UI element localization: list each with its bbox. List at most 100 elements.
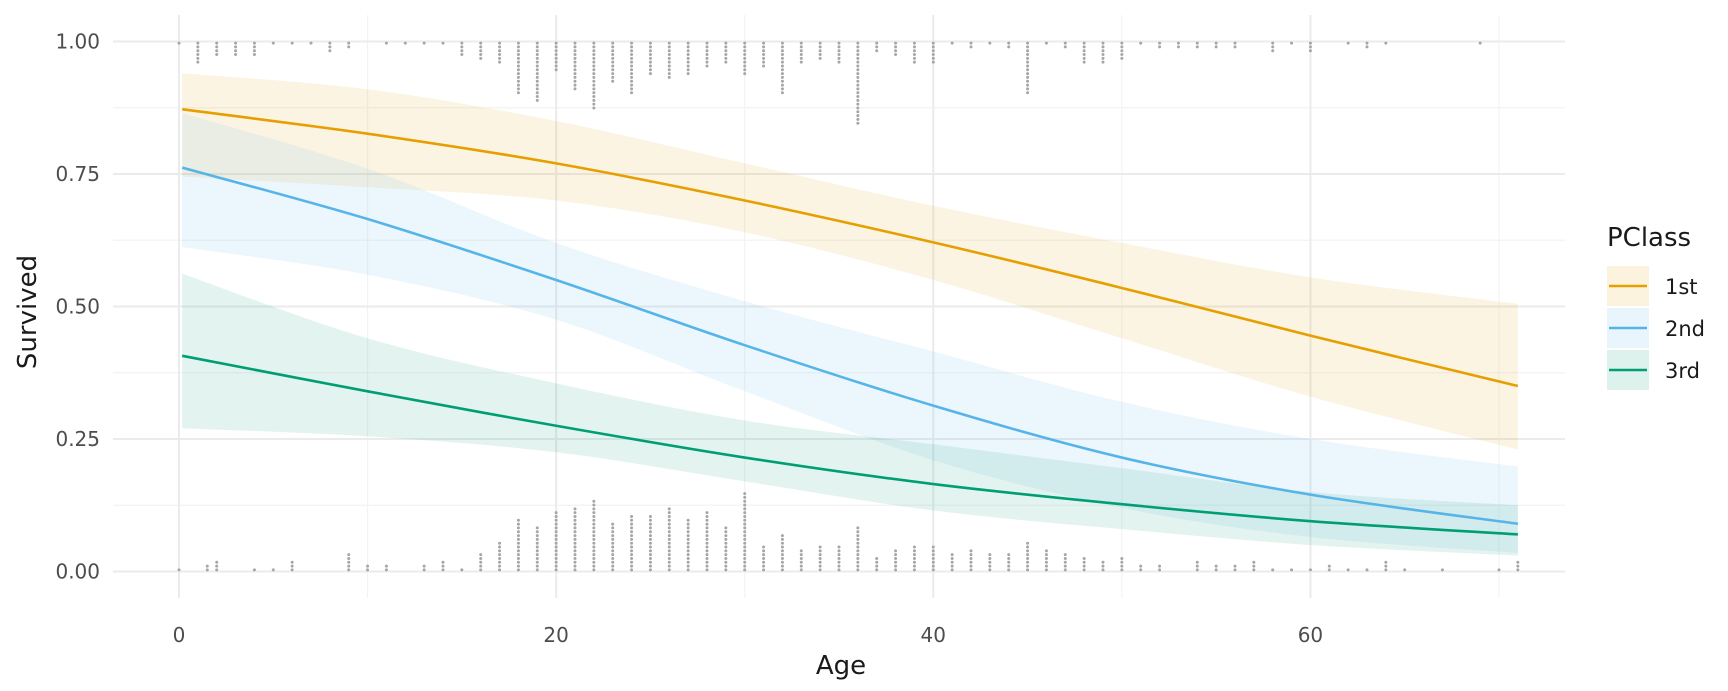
rug-point-survived bbox=[856, 45, 860, 49]
rug-point-survived bbox=[931, 49, 935, 53]
rug-point-survived bbox=[743, 64, 747, 68]
rug-point-died bbox=[1252, 568, 1256, 572]
rug-point-died bbox=[573, 522, 577, 526]
rug-point-died bbox=[931, 560, 935, 564]
rug-point-survived bbox=[705, 64, 709, 68]
rug-point-survived bbox=[1026, 45, 1030, 49]
rug-point-survived bbox=[592, 49, 596, 53]
rug-point-died bbox=[705, 560, 709, 564]
rug-point-survived bbox=[554, 68, 558, 72]
rug-point-died bbox=[648, 545, 652, 549]
rug-point-survived bbox=[667, 53, 671, 57]
rug-point-died bbox=[667, 530, 671, 534]
rug-point-died bbox=[894, 568, 898, 572]
rug-point-survived bbox=[535, 49, 539, 53]
rug-point-died bbox=[516, 560, 520, 564]
rug-point-survived bbox=[271, 41, 275, 45]
rug-point-died bbox=[856, 526, 860, 530]
rug-point-survived bbox=[592, 72, 596, 76]
rug-point-survived bbox=[1158, 45, 1162, 49]
rug-point-died bbox=[554, 549, 558, 553]
rug-point-survived bbox=[799, 45, 803, 49]
rug-point-died bbox=[724, 564, 728, 568]
rug-point-died bbox=[1233, 564, 1237, 568]
rug-point-died bbox=[799, 553, 803, 557]
rug-point-died bbox=[215, 560, 219, 564]
rug-point-died bbox=[516, 564, 520, 568]
rug-point-died bbox=[988, 556, 992, 560]
rug-point-died bbox=[573, 545, 577, 549]
rug-point-died bbox=[724, 560, 728, 564]
rug-point-died bbox=[592, 553, 596, 557]
rug-point-survived bbox=[252, 45, 256, 49]
rug-point-survived bbox=[1026, 91, 1030, 95]
rug-point-survived bbox=[498, 53, 502, 57]
rug-point-died bbox=[422, 564, 426, 568]
rug-point-died bbox=[573, 511, 577, 515]
rug-point-survived bbox=[1082, 45, 1086, 49]
rug-point-died bbox=[988, 560, 992, 564]
rug-point-died bbox=[818, 564, 822, 568]
rug-point-died bbox=[554, 556, 558, 560]
rug-point-died bbox=[611, 522, 615, 526]
rug-point-survived bbox=[460, 41, 464, 45]
rug-point-survived bbox=[856, 117, 860, 121]
rug-point-died bbox=[856, 560, 860, 564]
rug-point-died bbox=[780, 560, 784, 564]
rug-point-survived bbox=[592, 56, 596, 60]
y-axis-title: Survived bbox=[13, 255, 43, 369]
rug-point-survived bbox=[1101, 45, 1105, 49]
rug-point-survived bbox=[648, 56, 652, 60]
rug-point-survived bbox=[479, 49, 483, 53]
rug-point-survived bbox=[611, 56, 615, 60]
rug-point-survived bbox=[1026, 60, 1030, 64]
rug-point-survived bbox=[1139, 41, 1143, 45]
rug-point-died bbox=[875, 556, 879, 560]
rug-point-died bbox=[479, 556, 483, 560]
rug-point-survived bbox=[912, 60, 916, 64]
rug-point-died bbox=[498, 545, 502, 549]
rug-point-survived bbox=[215, 41, 219, 45]
rug-point-survived bbox=[856, 91, 860, 95]
rug-point-died bbox=[648, 522, 652, 526]
rug-point-survived bbox=[554, 56, 558, 60]
rug-point-died bbox=[592, 568, 596, 572]
rug-point-survived bbox=[573, 60, 577, 64]
rug-point-survived bbox=[384, 41, 388, 45]
rug-point-died bbox=[780, 549, 784, 553]
rug-point-survived bbox=[516, 87, 520, 91]
rug-point-died bbox=[780, 564, 784, 568]
rug-point-survived bbox=[1026, 53, 1030, 57]
rug-point-died bbox=[592, 522, 596, 526]
rug-point-died bbox=[1044, 553, 1048, 557]
rug-point-died bbox=[573, 534, 577, 538]
rug-point-died bbox=[573, 553, 577, 557]
rug-point-died bbox=[1308, 568, 1312, 572]
fit-line-1st bbox=[182, 108, 1519, 388]
rug-point-survived bbox=[743, 72, 747, 76]
rug-point-died bbox=[630, 534, 634, 538]
rug-point-survived bbox=[648, 72, 652, 76]
rug-point-survived bbox=[1082, 56, 1086, 60]
rug-point-died bbox=[724, 556, 728, 560]
rug-point-died bbox=[554, 522, 558, 526]
rug-point-died bbox=[366, 568, 370, 572]
rug-point-survived bbox=[234, 53, 238, 57]
rug-point-died bbox=[762, 545, 766, 549]
rug-point-died bbox=[686, 526, 690, 530]
rug-point-survived bbox=[780, 83, 784, 87]
rug-point-died bbox=[516, 568, 520, 572]
rug-point-survived bbox=[818, 49, 822, 53]
rug-point-survived bbox=[799, 60, 803, 64]
rug-point-died bbox=[724, 568, 728, 572]
rug-point-survived bbox=[573, 41, 577, 45]
rug-point-died bbox=[573, 564, 577, 568]
rug-point-died bbox=[837, 545, 841, 549]
rug-point-died bbox=[931, 545, 935, 549]
rug-point-survived bbox=[912, 56, 916, 60]
rug-point-survived bbox=[1365, 45, 1369, 49]
rug-point-survived bbox=[328, 49, 332, 53]
rug-point-survived bbox=[667, 75, 671, 79]
rug-point-died bbox=[1026, 553, 1030, 557]
x-tick-label: 40 bbox=[921, 623, 946, 647]
